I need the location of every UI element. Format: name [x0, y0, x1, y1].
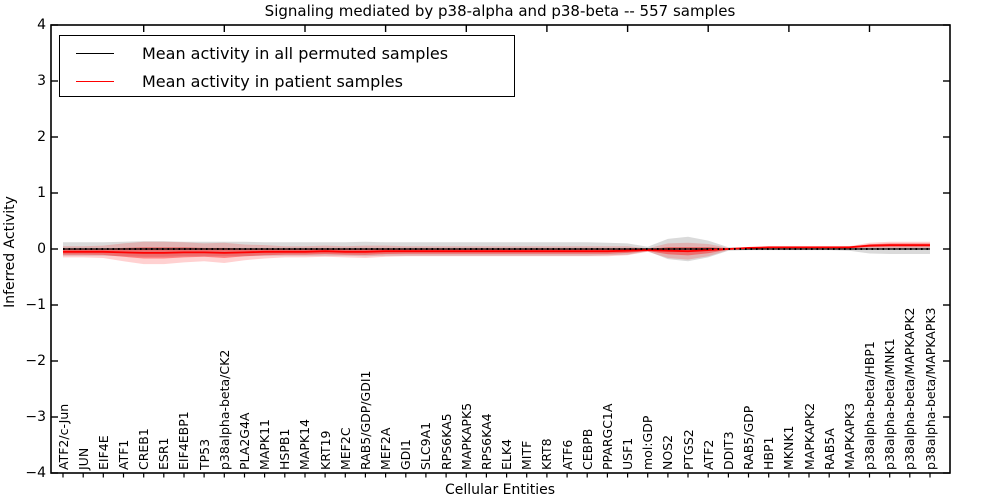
patient-std-band-outer [63, 241, 930, 265]
y-tick-label: 4 [37, 16, 46, 33]
x-tick-label: ESR1 [156, 437, 172, 470]
x-tick-label: p38alpha-beta/MNK1 [882, 338, 898, 470]
y-tick-label: −3 [25, 408, 46, 425]
chart-title: Signaling mediated by p38-alpha and p38-… [264, 2, 736, 20]
x-tick-label: DDIT3 [720, 431, 736, 470]
x-tick-label: PTGS2 [680, 429, 696, 470]
x-tick-label: MAPKAPK5 [458, 402, 474, 470]
x-tick-label: HSPB1 [277, 428, 293, 470]
x-tick-label: CEBPB [579, 428, 595, 470]
x-tick-label: EIF4EBP1 [176, 411, 192, 470]
x-tick-label: p38alpha-beta/HBP1 [862, 341, 877, 470]
x-tick-label: HBP1 [761, 436, 777, 470]
patient-mean-line [63, 244, 930, 254]
x-tick-label: ATF2/c-Jun [55, 403, 71, 470]
y-tick-label: 1 [37, 184, 46, 201]
x-tick-label: RPS6KA5 [438, 413, 454, 470]
x-tick-label: ATF6 [559, 439, 575, 470]
x-tick-label: CREB1 [136, 428, 152, 470]
y-tick-label: 3 [37, 72, 46, 89]
y-tick-label: −4 [25, 464, 46, 481]
x-tick-label: JUN [75, 447, 91, 470]
x-tick-label: p38alpha-beta/CK2 [216, 349, 232, 470]
patient-line-swatch [76, 80, 114, 82]
y-tick-label: 2 [37, 128, 46, 145]
y-tick-label: −2 [25, 352, 46, 369]
x-tick-label: RAB5A [821, 428, 837, 470]
x-tick-label: KRT19 [317, 430, 333, 470]
x-tick-label: USF1 [620, 437, 636, 470]
x-tick-label: ATF2 [700, 439, 716, 470]
x-tick-label: MITF [519, 440, 535, 470]
x-tick-label: MAPKAPK2 [801, 402, 817, 470]
x-tick-label: KRT8 [539, 438, 555, 470]
x-tick-label: MAPK14 [297, 419, 313, 470]
x-tick-label: MAPK11 [257, 419, 273, 470]
x-tick-label: MEF2A [378, 427, 394, 470]
x-tick-label: RPS6KA4 [478, 413, 494, 470]
legend-label-permuted: Mean activity in all permuted samples [142, 43, 449, 63]
x-tick-label: RAB5/GDP [741, 405, 757, 470]
x-tick-label: RAB5/GDP/GDI1 [357, 370, 373, 470]
x-axis-label: Cellular Entities [444, 482, 556, 498]
x-tick-label: p38alpha-beta/MAPKAPK3 [922, 307, 938, 471]
x-tick-label: MAPKAPK3 [841, 402, 857, 470]
legend-entry-permuted: Mean activity in all permuted samples [60, 40, 448, 66]
x-tick-label: ATF1 [115, 439, 131, 470]
permuted-line-swatch [76, 52, 114, 54]
x-tick-label: EIF4E [95, 435, 111, 470]
legend-entry-patient: Mean activity in patient samples [60, 68, 403, 94]
x-tick-label: mol:GDP [640, 415, 656, 470]
legend-label-patient: Mean activity in patient samples [142, 71, 403, 91]
x-tick-label: GDI1 [398, 439, 414, 470]
x-tick-label: TP53 [196, 438, 212, 470]
x-tick-label: PPARGC1A [599, 403, 615, 470]
y-tick-label: −1 [25, 296, 46, 313]
x-tick-label: SLC9A1 [418, 421, 434, 470]
y-tick-label: 0 [37, 240, 46, 257]
x-tick-label: ELK4 [499, 438, 515, 470]
x-tick-label: NOS2 [660, 434, 676, 470]
x-tick-label: MKNK1 [781, 425, 797, 470]
legend: Mean activity in all permuted samples Me… [59, 35, 515, 97]
x-tick-label: PLA2G4A [236, 412, 252, 470]
x-tick-label: p38alpha-beta/MAPKAPK2 [902, 307, 918, 471]
x-tick-label: MEF2C [337, 427, 353, 470]
